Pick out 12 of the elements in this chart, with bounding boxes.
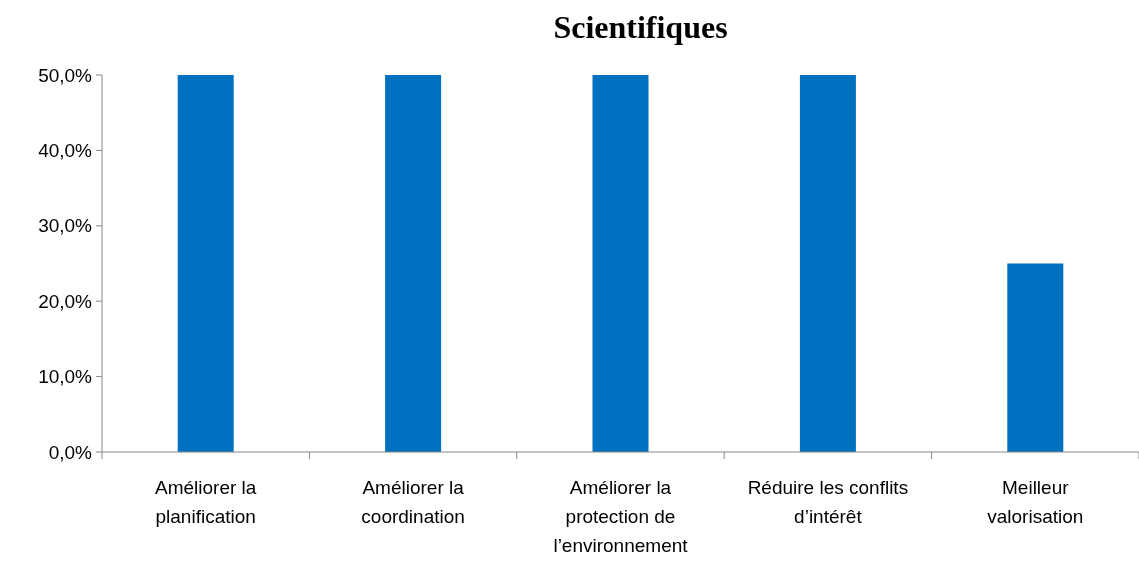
x-tick-label: Améliorer la protection de l’environnement <box>553 477 689 556</box>
y-tick-label: 0,0% <box>48 441 93 463</box>
x-tick-label: Améliorer la planification <box>155 477 257 527</box>
y-tick-label: 10,0% <box>38 366 93 388</box>
y-tick-label: 20,0% <box>38 290 93 312</box>
y-tick-label: 50,0% <box>38 64 93 86</box>
x-tick-label: Meilleur valorisation <box>987 477 1084 527</box>
x-tick-label: Réduire les conflits d’intérêt <box>747 477 909 527</box>
chart-title: Scientifiques <box>553 9 728 45</box>
y-tick-label: 40,0% <box>38 140 93 162</box>
y-tick-label: 30,0% <box>38 215 93 237</box>
x-tick-label: Améliorer la coordination <box>361 477 465 527</box>
